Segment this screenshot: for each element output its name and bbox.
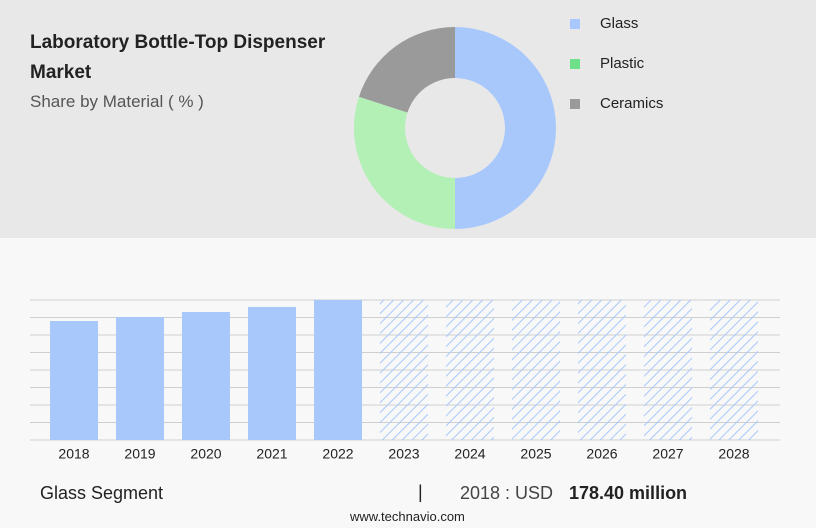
forecast-placeholder [578, 300, 626, 440]
bar [248, 306, 296, 440]
x-tick-label: 2021 [256, 446, 287, 462]
title: Laboratory Bottle-Top Dispenser Market [30, 32, 326, 83]
x-tick-label: 2025 [520, 446, 551, 462]
bar [116, 317, 164, 440]
legend-label: Glass [600, 15, 638, 32]
bar [50, 321, 98, 440]
value-label: 178.40 million [569, 483, 688, 503]
donut-segment [455, 27, 556, 229]
donut-segment [358, 27, 455, 113]
subtitle: Share by Material ( % ) [30, 92, 204, 111]
source: www.technavio.com [350, 509, 465, 524]
x-tick-label: 2018 [58, 446, 89, 462]
x-tick-label: 2022 [322, 446, 353, 462]
bar [314, 300, 362, 440]
forecast-placeholder [512, 300, 560, 440]
x-tick-label: 2028 [718, 446, 749, 462]
legend-label: Ceramics [600, 95, 663, 112]
legend-label: Plastic [600, 55, 645, 72]
forecast-placeholder [446, 300, 494, 440]
x-tick-label: 2026 [586, 446, 617, 462]
x-tick-label: 2019 [124, 446, 155, 462]
separator: | [418, 482, 423, 502]
legend-swatch [570, 59, 580, 69]
legend-swatch [570, 99, 580, 109]
forecast-placeholder [380, 300, 428, 440]
x-tick-label: 2023 [388, 446, 419, 462]
donut-segment [353, 96, 455, 230]
bar [182, 312, 230, 440]
forecast-placeholder [710, 300, 758, 440]
x-tick-label: 2020 [190, 446, 221, 462]
x-tick-label: 2024 [454, 446, 485, 462]
year-label: 2018 : USD [460, 483, 554, 503]
forecast-placeholder [644, 300, 692, 440]
legend-swatch [570, 19, 580, 29]
x-tick-label: 2027 [652, 446, 683, 462]
segment-label: Glass Segment [40, 483, 164, 503]
